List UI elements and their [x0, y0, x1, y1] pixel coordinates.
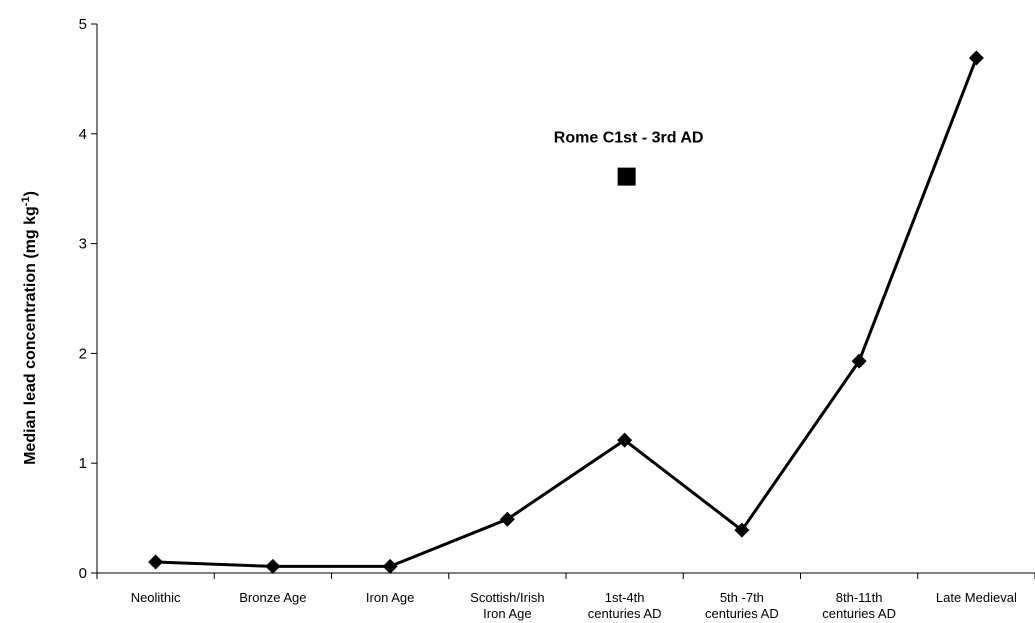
y-tick-labels: 0 1 2 3 4 5: [79, 16, 87, 582]
axes: [91, 23, 1035, 579]
y-axis-label-close: ): [22, 191, 39, 196]
y-axis-label: Median lead concentration (mg kg-1): [20, 191, 39, 465]
y-tick-label: 4: [79, 126, 87, 143]
x-tick-label: Iron Age: [366, 590, 414, 605]
y-tick-label: 5: [79, 16, 87, 33]
annotation-label: Rome C1st - 3rd AD: [554, 130, 704, 147]
data-point: [734, 522, 750, 538]
annotation-group: Rome C1st - 3rd AD: [554, 130, 704, 186]
y-axis-label-main: Median lead concentration (mg kg: [22, 206, 39, 465]
x-tick-label: 1st-4th centuries AD: [588, 590, 662, 621]
data-point: [617, 432, 633, 448]
x-tick-label: Scottish/Irish Iron Age: [470, 590, 544, 621]
data-point: [148, 554, 164, 570]
x-tick-label: Neolithic: [131, 590, 181, 605]
x-tick-label: Bronze Age: [239, 590, 306, 605]
annotation-point: [617, 167, 636, 186]
x-tick-label: 8th-11th centuries AD: [822, 590, 896, 621]
y-axis-label-sup: -1: [20, 196, 32, 206]
x-tick-label: Late Medieval: [936, 590, 1017, 605]
data-point: [265, 558, 281, 574]
data-point: [851, 353, 867, 369]
data-point: [968, 50, 984, 66]
y-tick-label: 2: [79, 345, 87, 362]
y-tick-label: 1: [79, 455, 87, 472]
y-tick-label: 0: [79, 565, 87, 582]
x-tick-labels: Neolithic Bronze Age Iron Age Scottish/Iris…: [131, 590, 1017, 621]
y-tick-label: 3: [79, 236, 87, 253]
series: [148, 50, 984, 574]
x-tick-label: 5th -7th centuries AD: [705, 590, 779, 621]
series-line: [155, 57, 978, 568]
data-point: [499, 511, 515, 527]
data-point: [382, 558, 398, 574]
